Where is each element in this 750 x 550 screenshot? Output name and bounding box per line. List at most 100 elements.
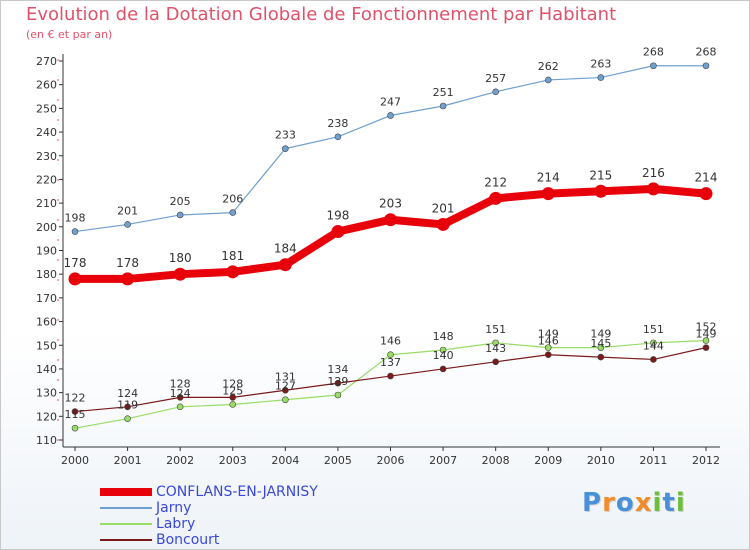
x-tick-label: 2000 bbox=[61, 454, 89, 467]
data-point-labry bbox=[282, 396, 289, 404]
data-label-boncourt: 146 bbox=[538, 335, 559, 348]
y-tick-label: 130 bbox=[36, 387, 57, 400]
data-point-labry bbox=[176, 403, 184, 411]
data-label-labry: 124 bbox=[170, 387, 191, 400]
y-tick-label: 260 bbox=[36, 79, 57, 92]
data-point-conflans-en-jarnisy bbox=[278, 258, 292, 272]
data-point-conflans-en-jarnisy bbox=[68, 272, 82, 286]
data-label-conflans-en-jarnisy: 214 bbox=[537, 171, 560, 185]
data-point-jarny bbox=[124, 221, 131, 228]
y-tick-label: 120 bbox=[36, 410, 57, 423]
data-point-jarny bbox=[544, 76, 552, 84]
data-point-conflans-en-jarnisy bbox=[646, 182, 660, 196]
logo-letter: i bbox=[675, 488, 686, 518]
logo-letter: i bbox=[652, 488, 663, 518]
data-label-conflans-en-jarnisy: 212 bbox=[484, 175, 507, 189]
data-label-labry: 151 bbox=[485, 323, 506, 336]
data-label-boncourt: 140 bbox=[433, 349, 454, 362]
y-tick-label: 200 bbox=[36, 221, 57, 234]
data-point-jarny bbox=[229, 209, 237, 216]
data-label-jarny: 262 bbox=[538, 60, 559, 73]
data-point-conflans-en-jarnisy bbox=[173, 267, 187, 281]
chart-title: Evolution de la Dotation Globale de Fonc… bbox=[26, 4, 617, 25]
data-point-boncourt bbox=[176, 394, 184, 401]
data-label-conflans-en-jarnisy: 180 bbox=[169, 251, 192, 265]
data-label-jarny: 268 bbox=[643, 46, 664, 59]
y-tick-label: 210 bbox=[36, 197, 57, 210]
data-label-labry: 151 bbox=[643, 323, 664, 336]
proxiti-logo: Proxiti bbox=[582, 488, 686, 518]
data-label-labry: 149 bbox=[590, 328, 611, 341]
data-point-boncourt bbox=[387, 372, 394, 380]
data-point-labry bbox=[702, 337, 710, 344]
y-tick-label: 180 bbox=[36, 268, 57, 281]
data-point-labry bbox=[124, 415, 131, 422]
data-point-jarny bbox=[439, 102, 447, 110]
data-point-conflans-en-jarnisy bbox=[699, 187, 713, 201]
data-point-jarny bbox=[176, 211, 184, 219]
data-point-boncourt bbox=[282, 386, 289, 394]
data-label-jarny: 205 bbox=[170, 195, 191, 208]
data-label-labry: 149 bbox=[538, 328, 559, 341]
data-label-boncourt: 122 bbox=[65, 392, 86, 405]
data-label-conflans-en-jarnisy: 216 bbox=[642, 166, 665, 180]
data-point-conflans-en-jarnisy bbox=[594, 184, 608, 198]
data-point-labry bbox=[334, 391, 342, 399]
data-point-boncourt bbox=[71, 408, 79, 415]
y-tick-label: 190 bbox=[36, 245, 57, 258]
legend-label: CONFLANS-EN-JARNISY bbox=[156, 484, 318, 500]
x-tick-label: 2010 bbox=[587, 454, 615, 467]
data-label-labry: 119 bbox=[117, 399, 138, 412]
data-label-boncourt: 143 bbox=[485, 342, 506, 355]
data-label-jarny: 247 bbox=[380, 95, 401, 108]
y-tick-label: 240 bbox=[36, 126, 57, 139]
data-point-boncourt bbox=[439, 365, 447, 373]
data-label-conflans-en-jarnisy: 178 bbox=[64, 256, 87, 270]
data-point-conflans-en-jarnisy bbox=[489, 191, 503, 205]
y-tick-label: 230 bbox=[36, 150, 57, 163]
data-point-boncourt bbox=[597, 353, 605, 361]
data-point-boncourt bbox=[650, 356, 657, 363]
legend-swatch bbox=[100, 539, 152, 541]
data-label-jarny: 251 bbox=[433, 86, 454, 99]
data-point-boncourt bbox=[544, 351, 552, 359]
data-label-boncourt: 128 bbox=[170, 377, 191, 390]
data-label-labry: 125 bbox=[222, 384, 243, 397]
data-label-conflans-en-jarnisy: 214 bbox=[695, 171, 718, 185]
data-point-labry bbox=[229, 401, 237, 408]
data-label-jarny: 257 bbox=[485, 72, 506, 85]
data-point-labry bbox=[492, 339, 499, 347]
logo-letter: r bbox=[602, 488, 616, 518]
y-tick-label: 220 bbox=[36, 173, 57, 186]
data-point-labry bbox=[71, 424, 79, 432]
data-label-conflans-en-jarnisy: 203 bbox=[379, 197, 402, 211]
x-tick-label: 2003 bbox=[219, 454, 247, 467]
data-point-jarny bbox=[650, 62, 657, 70]
data-label-boncourt: 124 bbox=[117, 387, 138, 400]
data-point-conflans-en-jarnisy bbox=[436, 217, 450, 231]
data-label-jarny: 238 bbox=[327, 117, 348, 130]
data-label-jarny: 201 bbox=[117, 204, 138, 217]
data-label-conflans-en-jarnisy: 178 bbox=[116, 256, 139, 270]
data-label-jarny: 233 bbox=[275, 129, 296, 142]
legend-swatch bbox=[100, 523, 152, 525]
data-point-jarny bbox=[387, 112, 394, 119]
data-point-jarny bbox=[282, 145, 289, 152]
data-label-conflans-en-jarnisy: 184 bbox=[274, 242, 297, 256]
x-tick-label: 2007 bbox=[429, 454, 457, 467]
data-point-labry bbox=[544, 344, 552, 351]
data-point-conflans-en-jarnisy bbox=[121, 272, 135, 286]
logo-letter: t bbox=[662, 488, 676, 518]
data-point-jarny bbox=[702, 62, 710, 70]
x-tick-label: 2008 bbox=[482, 454, 510, 467]
data-label-labry: 146 bbox=[380, 335, 401, 348]
data-point-labry bbox=[597, 344, 605, 351]
y-tick-label: 150 bbox=[36, 339, 57, 352]
data-label-boncourt: 131 bbox=[275, 370, 296, 383]
data-point-conflans-en-jarnisy bbox=[331, 225, 345, 239]
x-tick-label: 2005 bbox=[324, 454, 352, 467]
data-point-boncourt bbox=[334, 379, 342, 387]
data-point-boncourt bbox=[229, 394, 237, 401]
data-label-jarny: 206 bbox=[222, 193, 243, 206]
